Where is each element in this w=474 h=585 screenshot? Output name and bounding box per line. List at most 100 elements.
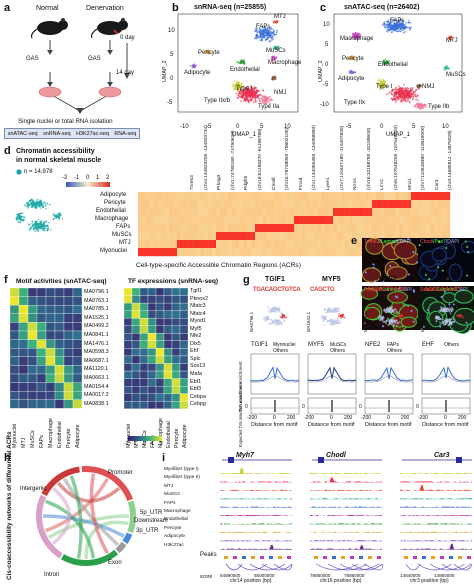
umap-point <box>381 78 384 81</box>
umap-point <box>257 94 259 97</box>
umap-point <box>273 78 275 80</box>
heatmap-cell <box>430 192 435 201</box>
gene-label: Pdgfrb <box>244 175 250 190</box>
heatmap-cell <box>372 224 377 233</box>
umap-point <box>263 30 266 33</box>
umap-point <box>31 225 33 228</box>
umap-point <box>393 96 396 98</box>
heatmap-cell <box>131 333 141 341</box>
heatmap-cell <box>149 224 154 233</box>
heatmap-cell <box>297 232 302 241</box>
umap-point <box>264 100 267 103</box>
heatmap-cell <box>27 330 38 340</box>
heatmap-cell <box>36 296 47 306</box>
timeline-arrow <box>124 43 130 79</box>
umap-point <box>39 220 41 222</box>
heatmap-cell <box>27 348 38 357</box>
umap-point <box>272 38 274 41</box>
umap-point <box>425 106 428 109</box>
tf-label: Nfatc4 <box>190 310 206 317</box>
umap-point <box>404 88 407 90</box>
umap-point <box>356 38 359 41</box>
d-cb-tick-2: 0 <box>86 175 90 181</box>
heatmap-cell <box>426 200 431 209</box>
normal-label: Normal <box>36 5 59 12</box>
heatmap-cell <box>139 295 149 304</box>
nucleus <box>364 271 367 274</box>
umap-point <box>235 85 237 88</box>
heatmap-cell <box>18 322 29 332</box>
umap-point <box>273 34 276 36</box>
heatmap-cell <box>344 208 349 217</box>
umap-point <box>252 90 255 93</box>
panel-f: f Motif activities (snATAC-seq) TF expre… <box>0 272 235 449</box>
umap-point <box>406 86 409 89</box>
umap-point <box>237 90 239 93</box>
heatmap-cell <box>313 232 318 241</box>
heatmap-cell <box>54 313 65 323</box>
heatmap-cell <box>169 224 174 233</box>
panel-g: g TGIF1 TGACAGCTGTCA MA0796.1 TGIF1 Myonucle… <box>235 272 474 448</box>
legend-entry: Myonuclei <box>273 342 296 348</box>
umap-point <box>24 205 27 207</box>
umap-point <box>273 31 275 33</box>
umap-point <box>195 64 198 67</box>
heatmap-cell <box>340 192 345 201</box>
umap-point <box>277 307 280 310</box>
heatmap-cell <box>446 192 451 201</box>
heatmap-cell <box>336 240 341 249</box>
umap-point <box>60 214 62 217</box>
umap-point <box>270 36 273 39</box>
umap-point <box>390 92 393 94</box>
heatmap-cell <box>270 208 275 217</box>
heatmap-cell <box>179 325 189 334</box>
heatmap-cell <box>258 192 263 201</box>
gene-label: (chr4:134920200 -134920734) <box>203 125 209 190</box>
d-row-endothelial: Endothelial <box>96 208 126 214</box>
cl-c-muscs: MuSCs <box>446 72 466 78</box>
umap-point <box>242 89 244 91</box>
heatmap-cell <box>123 370 133 379</box>
umap-point <box>29 227 32 229</box>
umap-point <box>240 86 242 88</box>
umap-point <box>394 29 397 32</box>
heatmap-cell <box>227 248 232 257</box>
umap-point <box>398 20 401 23</box>
y-tick: 0 <box>359 404 362 410</box>
umap-point <box>400 99 402 102</box>
tf-umap <box>378 306 404 327</box>
heatmap-cell <box>375 224 380 233</box>
umap-point <box>237 83 240 86</box>
heatmap-cell <box>45 296 56 306</box>
heatmap-cell <box>157 200 162 209</box>
umap-c-xtick-2: 5 <box>412 124 416 130</box>
umap-point <box>240 87 242 90</box>
umap-point <box>381 316 383 318</box>
if-image-chodl <box>418 238 474 282</box>
umap-point <box>356 36 358 39</box>
heatmap-cell <box>442 200 447 209</box>
umap-point <box>407 26 410 29</box>
heatmap-cell <box>418 192 423 201</box>
umap-b-ylabel: UMAP_2 <box>162 60 168 82</box>
d-cb-tick-1: -1 <box>74 175 80 181</box>
track-label: MuSCs <box>164 492 180 498</box>
heatmap-cell <box>173 232 178 241</box>
heatmap-cell <box>179 318 189 326</box>
heatmap-cell <box>375 208 380 217</box>
umap-point <box>387 318 390 321</box>
heatmap-cell <box>333 232 338 241</box>
umap-point <box>383 308 386 311</box>
umap-point <box>383 84 385 86</box>
heatmap-cell <box>27 356 38 366</box>
umap-point <box>250 93 252 95</box>
umap-point <box>259 35 261 37</box>
umap-point <box>378 85 381 87</box>
heatmap-cell <box>147 302 157 311</box>
heatmap-cell <box>72 330 83 340</box>
umap-point <box>404 31 406 33</box>
heatmap-cell <box>196 208 201 217</box>
umap-point <box>405 94 407 97</box>
heatmap-cell <box>153 200 158 209</box>
heatmap-cell <box>278 248 283 257</box>
